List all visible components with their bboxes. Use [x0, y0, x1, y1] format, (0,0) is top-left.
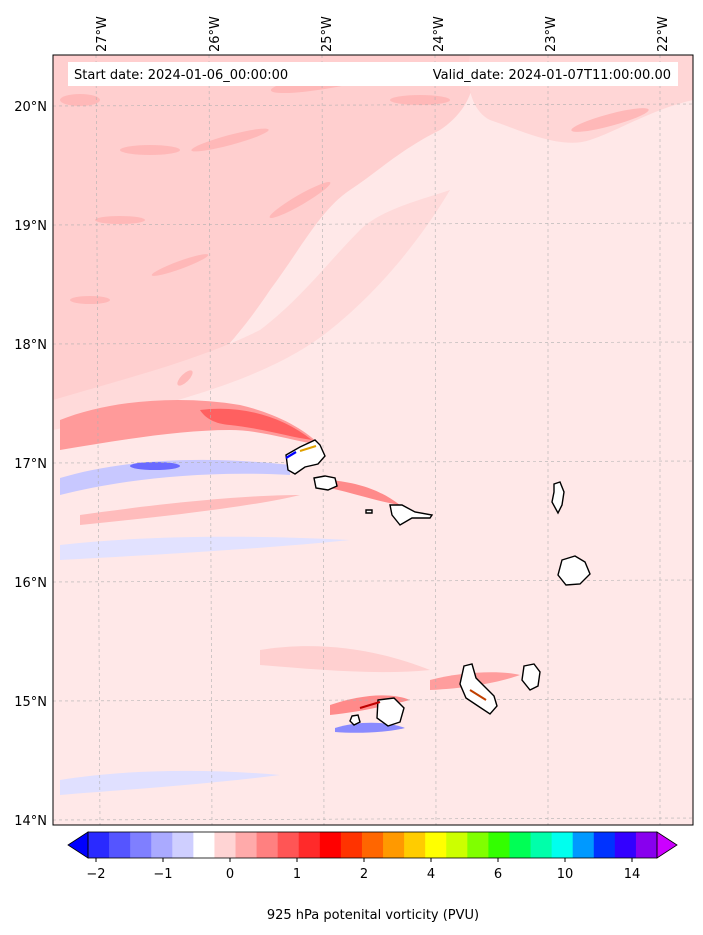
lat-tick-15n: 15°N: [14, 695, 47, 710]
lon-tick-22w: 22°W: [656, 16, 671, 52]
colorbar-cells: [88, 832, 658, 858]
island-santiago: [459, 663, 498, 715]
colorbar-cell: [235, 832, 258, 858]
colorbar-tick-label: −2: [86, 867, 105, 882]
island-santo-antao: [285, 439, 326, 475]
pv-field-central: [53, 190, 450, 430]
colorbar-cell: [298, 832, 321, 858]
coastlines: [285, 439, 591, 727]
colorbar-cell: [319, 832, 342, 858]
lon-tick-25w: 25°W: [320, 16, 335, 52]
colorbar-tick-label: 4: [427, 867, 435, 882]
map-frame: [52, 54, 694, 826]
colorbar-frame: [87, 831, 658, 859]
pv-streaks-north: [60, 66, 649, 386]
valid-date-label: Valid_date: 2024-01-07T11:00:00.00: [433, 68, 671, 83]
lon-tick-27w: 27°W: [95, 16, 110, 52]
colorbar-ticks: −2 −1 0 1 2 4 6 10 14: [86, 858, 640, 882]
pv-field-northwest: [53, 55, 474, 400]
colorbar-cell: [88, 832, 110, 858]
lat-tick-19n: 19°N: [14, 219, 47, 234]
island-fogo: [376, 697, 405, 727]
pv-band-negative-north: [60, 459, 290, 495]
colorbar-cell: [172, 832, 194, 858]
colorbar-label: 925 hPa potenital vorticity (PVU): [267, 908, 479, 923]
colorbar-cell: [509, 832, 532, 858]
colorbar-tick-label: 14: [624, 867, 641, 882]
lon-tick-24w: 24°W: [432, 16, 447, 52]
colorbar-tick-label: 1: [293, 867, 301, 882]
colorbar-cell: [256, 832, 279, 858]
colorbar-cell: [277, 832, 300, 858]
colorbar-cell: [340, 832, 363, 858]
lat-tick-18n: 18°N: [14, 338, 47, 353]
colorbar-cell: [151, 832, 173, 858]
pv-band-strong: [200, 408, 312, 440]
colorbar-cell: [467, 832, 489, 858]
colorbar-cell: [425, 832, 447, 858]
pv-band-red: [60, 400, 320, 450]
map-panel: Start date: 2024-01-06_00:00:00 Valid_da…: [53, 55, 693, 825]
lon-tick-26w: 26°W: [208, 16, 223, 52]
colorbar-tick-label: 0: [226, 867, 234, 882]
longitude-ticks: 27°W 26°W 25°W 24°W 23°W 22°W: [95, 16, 671, 52]
colorbar-cell: [614, 832, 637, 858]
latitude-ticks: 20°N 19°N 18°N 17°N 16°N 15°N 14°N: [14, 100, 47, 829]
colorbar: −2 −1 0 1 2 4 6 10 14 925 hPa potenital vorticit…: [67, 831, 678, 923]
island-maio: [521, 663, 541, 691]
colorbar-cell: [488, 832, 510, 858]
colorbar-tick-label: 6: [494, 867, 502, 882]
lat-tick-17n: 17°N: [14, 457, 47, 472]
pv-band-south: [260, 646, 430, 673]
colorbar-cell: [361, 832, 384, 858]
colorbar-tick-label: 2: [360, 867, 368, 882]
colorbar-cell: [383, 832, 405, 858]
pv-band-negative-south: [60, 770, 280, 795]
colorbar-tick-label: −1: [153, 867, 172, 882]
colorbar-cell: [551, 832, 574, 858]
colorbar-arrow-right: [656, 831, 678, 859]
lat-tick-16n: 16°N: [14, 576, 47, 591]
colorbar-arrow-left: [67, 831, 89, 859]
info-box: [68, 62, 678, 86]
lat-tick-14n: 14°N: [14, 814, 47, 829]
lat-tick-20n: 20°N: [14, 100, 47, 115]
colorbar-cell: [530, 832, 553, 858]
pv-band-16-5N: [80, 495, 300, 525]
island-features: [285, 445, 487, 710]
island-sao-nicolau: [389, 504, 434, 526]
colorbar-tick-label: 10: [557, 867, 574, 882]
lon-tick-23w: 23°W: [544, 16, 559, 52]
start-date-label: Start date: 2024-01-06_00:00:00: [74, 68, 288, 83]
pv-band-negative-16N: [60, 536, 350, 560]
colorbar-cell: [446, 832, 468, 858]
pv-negative-core: [130, 462, 180, 470]
pv-streak-sao-nicolau: [330, 480, 400, 505]
colorbar-cell: [572, 832, 595, 858]
colorbar-cell: [635, 832, 658, 858]
island-sao-vicente: [313, 475, 338, 491]
colorbar-cell: [404, 832, 426, 858]
island-sal: [551, 481, 565, 515]
colorbar-cell: [214, 832, 237, 858]
colorbar-cell: [193, 832, 215, 858]
island-santa-luzia: [365, 509, 373, 514]
colorbar-cell: [593, 832, 616, 858]
colorbar-cell: [109, 832, 131, 858]
island-brava: [349, 714, 361, 726]
graticule: [53, 55, 693, 825]
colorbar-cell: [130, 832, 152, 858]
island-boa-vista: [557, 555, 591, 586]
